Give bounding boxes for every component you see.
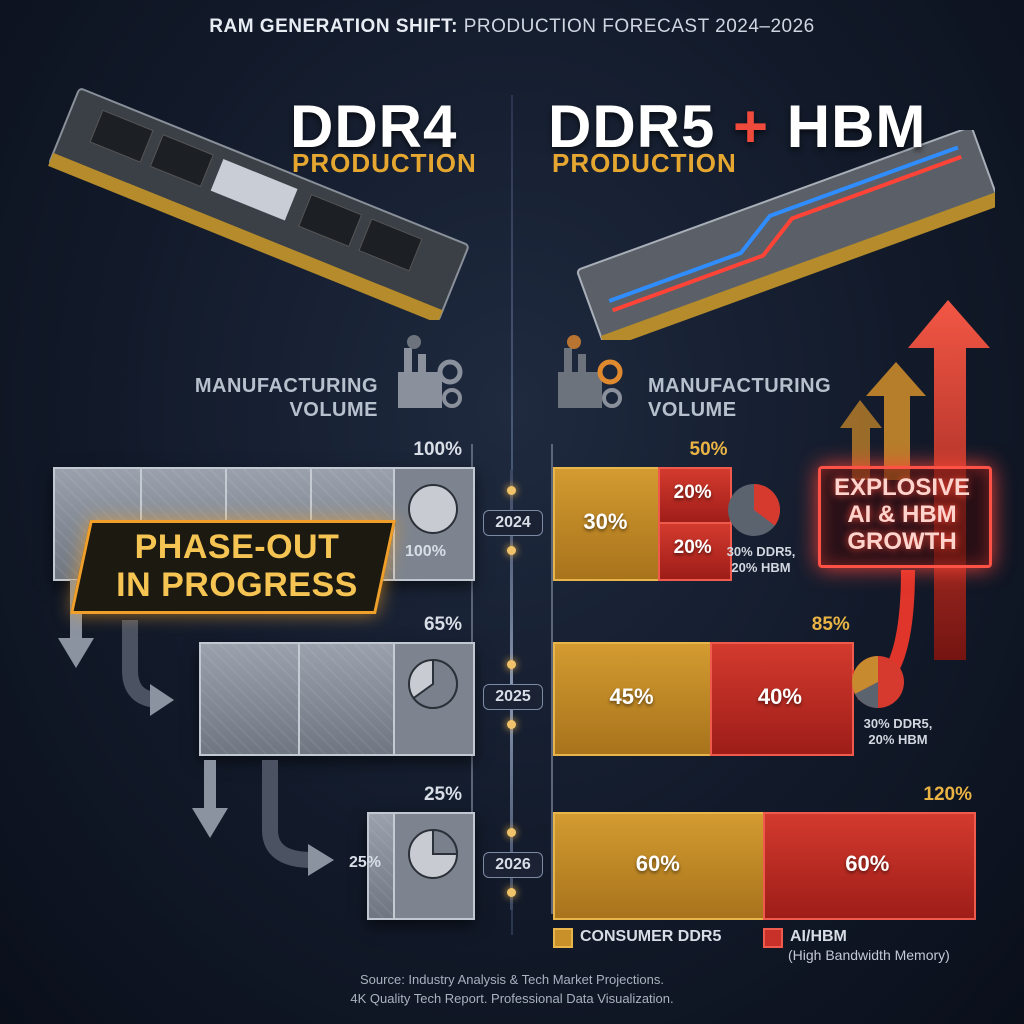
timeline-dot	[507, 720, 516, 729]
year-label-2024: 2024	[483, 510, 543, 536]
timeline-dot	[507, 546, 516, 555]
ddr5-ai-bar-2025	[710, 642, 854, 756]
ddr4-bar-2026	[366, 812, 475, 920]
ddr4-pie-2024	[408, 484, 458, 534]
pie-2024-note: 30% DDR5, 20% HBM	[716, 544, 806, 576]
ddr5-heading-plus: +	[733, 93, 770, 160]
ddr4-pie-2026	[408, 828, 459, 879]
ddr5-consumer-bar-2026	[553, 812, 767, 920]
source-note: Source: Industry Analysis & Tech Market …	[0, 970, 1024, 1008]
ddr5-mfg-label: MANUFACTURING VOLUME	[648, 374, 831, 422]
timeline-dot	[507, 828, 516, 837]
legend-ai-swatch	[763, 928, 783, 948]
ddr5-axis	[551, 444, 553, 914]
ddr4-mfg-line2: VOLUME	[289, 399, 378, 421]
timeline-dot	[507, 888, 516, 897]
ddr5-subheading: PRODUCTION	[552, 148, 737, 178]
ddr5-ai-bar-2026	[762, 812, 976, 920]
ddr5-total-label: 85%	[811, 614, 850, 635]
ddr4-heading: DDR4	[290, 93, 458, 160]
timeline-dot	[507, 660, 516, 669]
explosive-growth-text: EXPLOSIVE AI & HBM GROWTH	[818, 474, 986, 555]
factory-gear-glow-icon	[558, 335, 623, 408]
ddr4-pie-cell	[392, 644, 473, 754]
ddr5-heading: DDR5 + HBM	[548, 92, 926, 161]
factory-gear-icon	[398, 335, 463, 408]
ddr4-cell	[368, 814, 397, 918]
phase-out-line1: PHASE-OUT	[134, 528, 340, 566]
title-bold: RAM GENERATION SHIFT:	[209, 16, 458, 37]
ddr4-pie-2025	[407, 658, 458, 709]
ddr5-ai-bar-2024	[657, 522, 732, 581]
ddr5-mfg-line2: VOLUME	[648, 399, 737, 421]
ddr5-ai-label: 20%	[673, 481, 712, 503]
ddr4-pie-slice	[412, 658, 458, 709]
ddr4-total-label: 100%	[413, 439, 462, 460]
phase-out-line2: IN PROGRESS	[116, 566, 358, 604]
chart-title: RAM GENERATION SHIFT: PRODUCTION FORECAS…	[0, 16, 1024, 38]
ddr5-consumer-label: 60%	[635, 851, 680, 876]
timeline-dot	[507, 486, 516, 495]
callout-line2: AI & HBM	[847, 501, 957, 528]
source-line1: Source: Industry Analysis & Tech Market …	[360, 972, 664, 987]
pie-2025-note-l1: 30% DDR5,	[863, 716, 933, 731]
ddr4-cell	[298, 644, 397, 754]
ddr4-pie-cell	[393, 469, 473, 579]
legend-consumer-label: CONSUMER DDR5	[580, 928, 722, 945]
ddr5-total-label: 120%	[923, 784, 972, 805]
source-line2: 4K Quality Tech Report. Professional Dat…	[350, 991, 674, 1006]
ddr5-total-label: 50%	[689, 439, 728, 460]
ddr4-bar-2025	[199, 642, 475, 756]
ddr4-pie-cell	[393, 814, 473, 918]
explosive-growth-callout	[818, 466, 992, 568]
pie-2024-note-l2: 20% HBM	[731, 560, 791, 575]
ddr5-ai-label: 60%	[845, 851, 890, 876]
ddr4-total-label: 25%	[423, 784, 462, 805]
year-label-2026: 2026	[483, 852, 543, 878]
legend-ai-label: AI/HBM	[790, 928, 847, 945]
year-label-2025: 2025	[483, 684, 543, 710]
ddr5-ai-label: 20%	[673, 536, 712, 558]
ddr4-inner-label: 100%	[405, 543, 446, 560]
ddr4-pie-slice	[432, 828, 459, 855]
ddr5-ai-label: 40%	[757, 684, 802, 709]
pie-2025-note-l2: 20% HBM	[868, 732, 928, 747]
ddr4-inner-label: 25%	[349, 854, 382, 871]
ddr5-consumer-bar-2025	[553, 642, 715, 756]
ddr5-mfg-line1: MANUFACTURING	[648, 375, 832, 397]
ddr4-mfg-line1: MANUFACTURING	[194, 375, 378, 397]
legend-ai-sublabel: (High Bandwidth Memory)	[788, 947, 950, 963]
ddr5-consumer-bar-2024	[553, 467, 662, 581]
ddr5-heading-ddr5: DDR5	[548, 93, 716, 160]
ddr4-total-label: 65%	[423, 614, 462, 635]
pie-2024-icon	[728, 484, 780, 536]
legend-consumer-swatch	[553, 928, 573, 948]
callout-line1: EXPLOSIVE	[833, 474, 971, 501]
pie-2024-note-l1: 30% DDR5,	[726, 544, 796, 559]
ddr4-cell	[201, 644, 301, 754]
ddr5-heading-hbm: HBM	[786, 93, 927, 160]
ddr4-pie-base	[408, 484, 458, 534]
pie-2025-note: 30% DDR5, 20% HBM	[848, 716, 948, 748]
ddr4-ram-stick-icon	[48, 88, 469, 320]
phase-out-text: PHASE-OUT IN PROGRESS	[92, 528, 382, 604]
callout-line3: GROWTH	[847, 528, 957, 555]
ddr5-consumer-label: 45%	[609, 684, 654, 709]
ddr5-ram-stick-icon	[576, 130, 995, 340]
decline-arrows-icon	[58, 580, 334, 876]
title-rest: PRODUCTION FORECAST 2024–2026	[463, 16, 815, 37]
ddr4-mfg-label: MANUFACTURING VOLUME	[190, 374, 378, 422]
ddr4-subheading: PRODUCTION	[292, 148, 477, 178]
ddr5-consumer-label: 30%	[583, 509, 628, 534]
pie-2025-icon	[852, 656, 904, 708]
